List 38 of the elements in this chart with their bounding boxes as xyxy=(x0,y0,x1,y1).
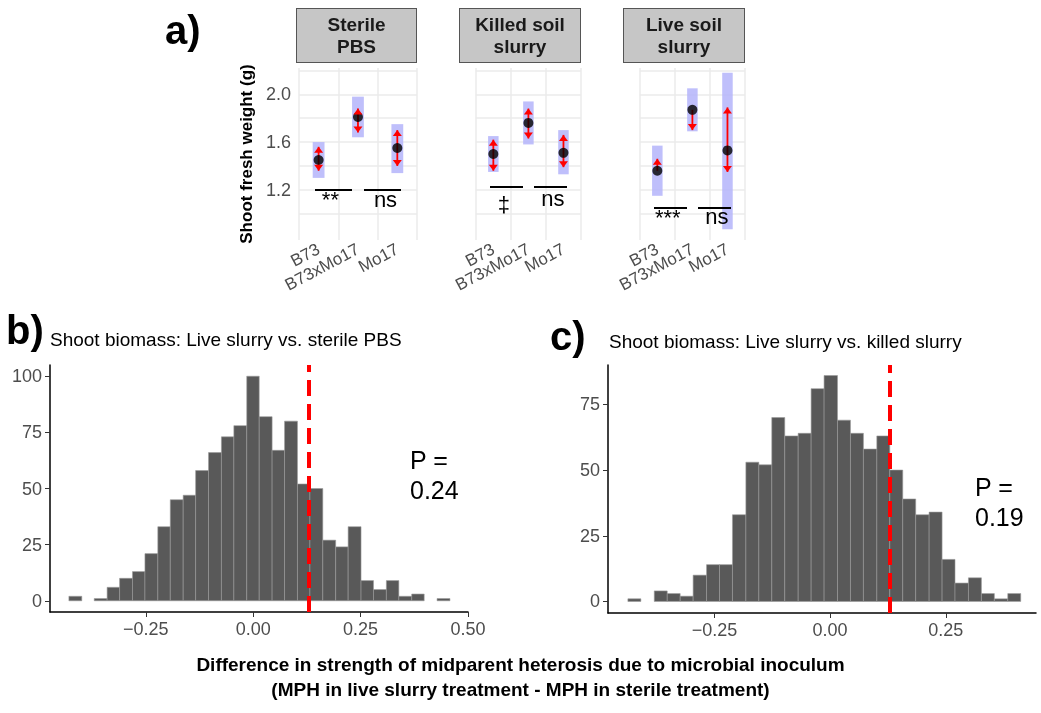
y-axis-title: Shoot fresh weight (g) xyxy=(237,64,256,244)
x-tick-label: −0.25 xyxy=(691,620,738,640)
x-tick-label: 0.00 xyxy=(235,619,271,639)
text: b) xyxy=(6,308,44,352)
y-tick-label: 25 xyxy=(579,525,600,546)
x-tick-label: 0.25 xyxy=(343,619,379,639)
x-tick-label: −0.25 xyxy=(123,619,169,639)
text: a) xyxy=(165,8,201,52)
annotation: ‡ xyxy=(497,192,510,217)
y-tick-label: 75 xyxy=(579,394,600,415)
annotation: ** xyxy=(321,187,339,212)
annotation: ns xyxy=(541,186,565,211)
x-tick-label: 0.25 xyxy=(928,620,964,640)
y-tick-label: 75 xyxy=(21,422,42,443)
chart-title: Shoot biomass: Live slurry vs. killed slurry xyxy=(609,331,963,352)
x-tick-label: 0.00 xyxy=(812,620,848,640)
annotation: P = 0.19 xyxy=(975,472,1024,532)
y-tick-label: 50 xyxy=(21,478,42,499)
y-tick-label: 50 xyxy=(579,460,600,481)
annotation: *** xyxy=(655,205,681,230)
y-tick-label: 1.2 xyxy=(265,179,291,200)
y-tick-label: 1.6 xyxy=(265,132,291,153)
y-tick-label: 2.0 xyxy=(265,84,291,105)
x-tick-label: 0.50 xyxy=(450,619,486,639)
chart-title: Shoot biomass: Live slurry vs. sterile PBS xyxy=(50,329,402,350)
point xyxy=(392,143,403,154)
annotation: P = 0.24 xyxy=(410,445,459,505)
y-tick-label: 25 xyxy=(21,534,42,555)
x-axis-title: Difference in strength of midparent heterosis due to microbial inoculum (MPH in live slurry treatment - MPH in sterile treatment) xyxy=(195,653,846,702)
y-tick-label: 0 xyxy=(589,591,600,612)
chart-title: Sterile PBS xyxy=(296,8,417,63)
y-tick-label: 0 xyxy=(31,590,42,611)
text: c) xyxy=(550,314,586,358)
annotation: ns xyxy=(373,187,398,212)
chart-title: Killed soil slurry xyxy=(459,8,581,63)
chart-title: Live soil slurry xyxy=(623,8,745,63)
y-tick-label: 100 xyxy=(11,366,42,387)
annotation: ns xyxy=(705,204,729,229)
